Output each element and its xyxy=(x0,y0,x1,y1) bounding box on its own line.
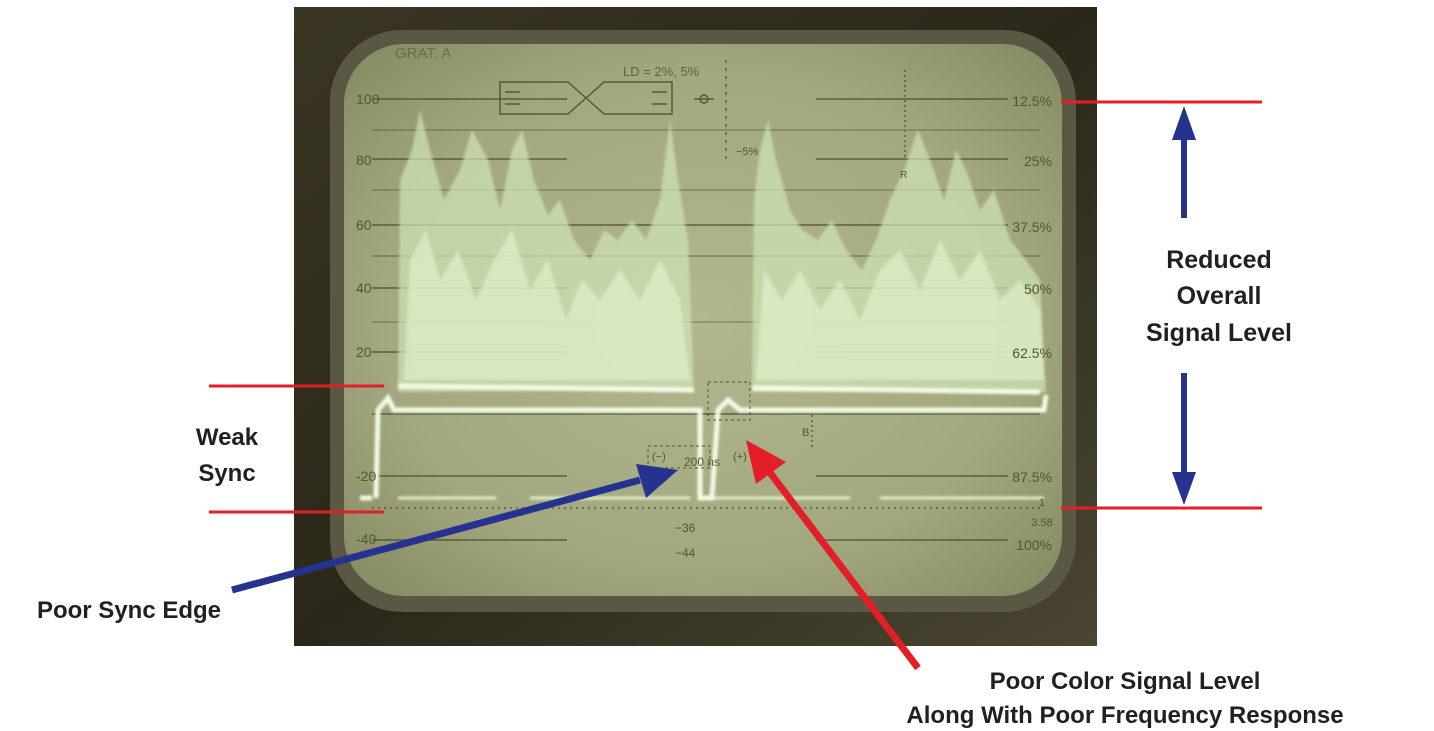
five-pct-label: −5% xyxy=(736,146,759,158)
minus-label: (−) xyxy=(652,451,666,463)
pct-62-5: 62.5% xyxy=(1012,345,1052,361)
ld-label: LD = 2%, 5% xyxy=(623,64,700,79)
signal-level-arrow xyxy=(1172,106,1196,505)
screen-labels: GRAT. A LD = 2%, 5% 100 80 60 40 20 -20 … xyxy=(356,45,1053,560)
minus-44-label: −44 xyxy=(675,546,696,560)
pct-100: 100% xyxy=(1016,537,1052,553)
weak-sync-label-line1: Weak xyxy=(196,424,259,451)
ire-40: 40 xyxy=(356,280,372,296)
one-label: 1 xyxy=(1039,497,1045,509)
minus-36-label: −36 xyxy=(675,521,696,535)
ns-label: 200 ns xyxy=(684,455,720,469)
reduced-level-label-line2: Overall xyxy=(1177,282,1262,310)
reduced-level-label-line3: Signal Level xyxy=(1146,319,1292,347)
b-label: B xyxy=(802,427,809,439)
poor-color-label-line1: Poor Color Signal Level xyxy=(990,668,1261,695)
pct-50: 50% xyxy=(1024,281,1052,297)
pct-12-5: 12.5% xyxy=(1012,93,1052,109)
poor-color-arrow xyxy=(746,440,921,671)
poor-sync-edge-label: Poor Sync Edge xyxy=(37,597,221,624)
reduced-level-label-line1: Reduced xyxy=(1166,246,1272,274)
ld-marker xyxy=(499,81,714,115)
pct-87-5: 87.5% xyxy=(1012,469,1052,485)
plus-label: (+) xyxy=(733,451,747,463)
weak-sync-label-line2: Sync xyxy=(198,460,255,487)
annotations: Weak Sync Reduced Overall Signal Level P… xyxy=(37,246,1344,729)
ire-100: 100 xyxy=(356,91,380,107)
val-358-label: 3.58 xyxy=(1031,517,1052,529)
ire-minus-20: -20 xyxy=(356,468,376,484)
timing-box xyxy=(647,445,711,469)
level-markers xyxy=(209,100,1262,514)
ire-60: 60 xyxy=(356,217,372,233)
pct-25: 25% xyxy=(1024,153,1052,169)
video-waveform xyxy=(360,110,1049,501)
ire-20: 20 xyxy=(356,344,372,360)
poor-color-label-line2: Along With Poor Frequency Response xyxy=(906,702,1343,729)
pct-37-5: 37.5% xyxy=(1012,219,1052,235)
r-label: R xyxy=(900,170,907,181)
graticule-label: GRAT. A xyxy=(395,45,451,62)
ire-minus-40: -40 xyxy=(356,531,376,547)
poor-sync-edge-arrow xyxy=(231,464,678,594)
blanking-trace xyxy=(360,383,1049,501)
ire-80: 80 xyxy=(356,152,372,168)
oscilloscope-photo: GRAT. A LD = 2%, 5% 100 80 60 40 20 -20 … xyxy=(294,7,1097,646)
waveform-right-highlights xyxy=(756,240,1044,380)
waveform-left-highlights xyxy=(404,230,690,380)
burst-box xyxy=(707,381,751,421)
